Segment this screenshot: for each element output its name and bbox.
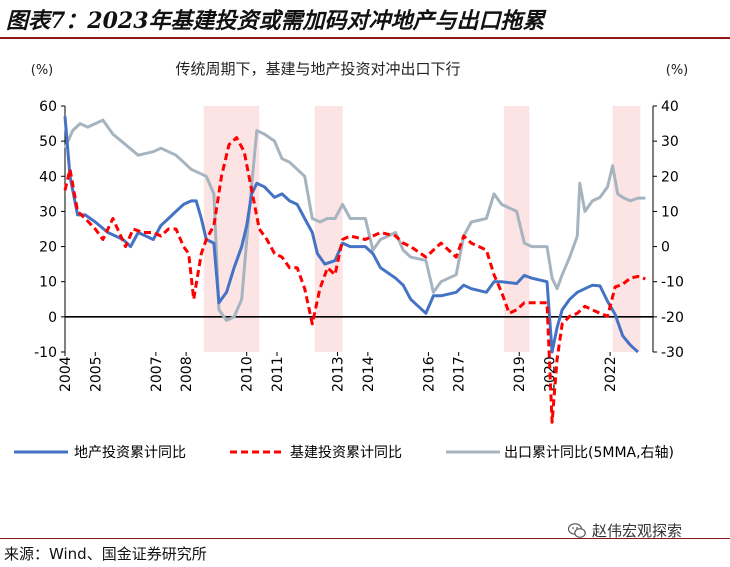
legend-label-2: 出口累计同比(5MMA,右轴) — [504, 445, 674, 461]
x-tick-label: 2004 — [58, 356, 74, 392]
left-tick-label: 10 — [39, 275, 57, 291]
watermark: 赵伟宏观探索 — [568, 520, 682, 541]
x-tick-label: 2005 — [88, 356, 104, 392]
x-tick-label: 2010 — [240, 356, 256, 392]
left-axis-unit: (%) — [31, 63, 54, 78]
x-tick-label: 2013 — [331, 356, 347, 392]
title-rule — [0, 37, 730, 39]
right-tick-label: 20 — [661, 169, 679, 185]
left-tick-label: 50 — [39, 134, 57, 150]
x-tick-label: 2007 — [149, 356, 165, 392]
figure-title-bar: 图表7：2023年基建投资或需加码对冲地产与出口拖累 — [0, 0, 730, 39]
left-tick-label: 20 — [39, 240, 57, 256]
legend-label-0: 地产投资累计同比 — [74, 445, 186, 461]
figure-title: 图表7：2023年基建投资或需加码对冲地产与出口拖累 — [6, 8, 545, 34]
chart: 传统周期下，基建与地产投资对冲出口下行 (%) (%) -10 0 10 20 30 40 50 6… — [14, 60, 689, 461]
source-note: 来源：Wind、国金证券研究所 — [4, 545, 207, 563]
series-line-0 — [63, 116, 639, 354]
x-tick-label: 2019 — [512, 356, 528, 392]
left-tick-label: -10 — [34, 345, 57, 361]
right-tick-label: -30 — [661, 345, 684, 361]
x-tick-label: 2016 — [421, 356, 437, 392]
shaded-period-0 — [203, 106, 260, 352]
left-tick-label: 40 — [39, 169, 57, 185]
x-tick-label: 2022 — [603, 356, 619, 392]
x-tick-label: 2008 — [179, 356, 195, 392]
right-tick-label: 40 — [661, 99, 679, 115]
chart-title: 传统周期下，基建与地产投资对冲出口下行 — [175, 60, 460, 78]
right-axis-unit: (%) — [666, 63, 689, 78]
shaded-period-1 — [314, 106, 343, 352]
footer-rule — [0, 538, 730, 539]
left-tick-label: 0 — [48, 310, 57, 326]
x-tick-label: 2011 — [270, 356, 286, 392]
right-tick-label: 0 — [661, 240, 670, 256]
right-tick-label: -20 — [661, 310, 684, 326]
series-line-2 — [63, 118, 646, 322]
left-tick-label: 30 — [39, 204, 57, 220]
right-tick-label: 10 — [661, 204, 679, 220]
right-tick-label: 30 — [661, 134, 679, 150]
x-tick-label: 2017 — [452, 356, 468, 392]
legend-label-1: 基建投资累计同比 — [290, 444, 402, 461]
x-tick-label: 2014 — [361, 356, 377, 392]
left-tick-label: 60 — [39, 99, 57, 115]
shaded-period-2 — [504, 106, 530, 352]
watermark-text: 赵伟宏观探索 — [592, 522, 683, 540]
wechat-icon — [568, 522, 586, 538]
right-tick-label: -10 — [661, 275, 684, 291]
shaded-period-3 — [612, 106, 641, 352]
series-line-1 — [63, 136, 646, 424]
